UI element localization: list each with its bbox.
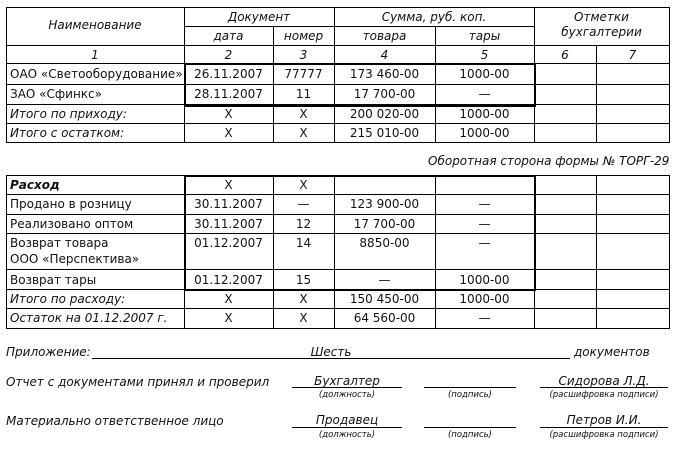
row-tare: 1000-00	[459, 126, 510, 140]
row-date: Х	[224, 311, 233, 325]
row-date: 26.11.2007	[194, 67, 263, 81]
row-number: Х	[299, 107, 308, 121]
colnum-1: 1	[91, 48, 99, 62]
row-number: 12	[295, 217, 312, 231]
row-date: 01.12.2007	[194, 273, 263, 287]
caption-signature: (подпись)	[447, 430, 493, 440]
caption-position: (должность)	[318, 390, 376, 400]
row-name: Остаток на 01.12.2007 г.	[10, 311, 168, 325]
row-date: 01.12.2007	[194, 236, 263, 250]
row-name: Итого с остатком:	[10, 126, 125, 140]
row-number: 11	[295, 87, 312, 101]
row-goods: 8850-00	[359, 236, 410, 250]
colnum-2: 2	[224, 48, 233, 62]
header-date: дата	[213, 29, 244, 43]
row-goods: 17 700-00	[353, 87, 416, 101]
row-tare: 1000-00	[459, 107, 510, 121]
row-number: Х	[299, 311, 308, 325]
reverse-side-caption: Оборотная сторона формы № ТОРГ-29	[428, 154, 670, 168]
header-name: Наименование	[48, 18, 142, 32]
colnum-7: 7	[628, 48, 637, 62]
mol-label: Материально ответственное лицо	[6, 414, 224, 428]
report-label: Отчет с документами принял и проверил	[6, 375, 270, 389]
header-goods: товара	[362, 29, 407, 43]
row-goods: 200 020-00	[349, 107, 420, 121]
header-number: номер	[283, 29, 324, 43]
row-date: 30.11.2007	[194, 217, 263, 231]
colnum-6: 6	[561, 48, 569, 62]
colnum-3: 3	[299, 48, 308, 62]
row-tare: —	[478, 236, 491, 250]
row-name: Итого по расходу:	[10, 292, 126, 306]
row-number: —	[297, 197, 310, 211]
row-number: Х	[299, 126, 308, 140]
row-goods: —	[378, 273, 391, 287]
row-goods: 150 450-00	[349, 292, 420, 306]
row-number: Х	[299, 178, 308, 192]
row-name: Итого по приходу:	[10, 107, 127, 121]
mol-name: Петров И.И.	[566, 413, 642, 427]
header-marks: Отметки бухгалтерии	[561, 10, 642, 39]
row-date: Х	[224, 292, 233, 306]
row-goods: 17 700-00	[353, 217, 416, 231]
appendix-label: Приложение:	[6, 345, 91, 359]
row-name: ОАО «Светооборудование»	[10, 67, 183, 81]
row-goods: 173 460-00	[349, 67, 420, 81]
caption-signature: (подпись)	[447, 390, 493, 400]
row-number: 15	[295, 273, 312, 287]
row-date: Х	[224, 178, 233, 192]
accountant-name: Сидорова Л.Д.	[558, 374, 650, 388]
row-name: Возврат товара	[10, 236, 109, 250]
row-tare: 1000-00	[459, 292, 510, 306]
header-sum: Сумма, руб. коп.	[381, 10, 487, 24]
colnum-4: 4	[380, 48, 389, 62]
row-goods: 64 560-00	[353, 311, 416, 325]
row-date: 28.11.2007	[194, 87, 263, 101]
mol-position: Продавец	[315, 413, 379, 427]
caption-decoding: (расшифровка подписи)	[549, 430, 659, 440]
caption-position: (должность)	[318, 430, 376, 440]
row-tare: —	[478, 87, 491, 101]
appendix-suffix: документов	[574, 345, 650, 359]
row-number: 77777	[284, 67, 323, 81]
row-tare: 1000-00	[459, 67, 510, 81]
row-name-2: ООО «Перспектива»	[10, 252, 140, 266]
row-goods: 123 900-00	[349, 197, 420, 211]
row-tare: —	[478, 217, 491, 231]
row-date: Х	[224, 107, 233, 121]
row-date: 30.11.2007	[194, 197, 263, 211]
row-name: Расход	[10, 178, 60, 192]
appendix-value: Шесть	[310, 345, 352, 359]
header-tare: тары	[468, 29, 501, 43]
row-number: Х	[299, 292, 308, 306]
row-name: ЗАО «Сфинкс»	[10, 87, 102, 101]
header-document: Документ	[227, 10, 291, 24]
row-name: Продано в розницу	[10, 197, 132, 211]
accountant-position: Бухгалтер	[314, 374, 380, 388]
row-goods: 215 010-00	[349, 126, 420, 140]
row-tare: 1000-00	[459, 273, 510, 287]
colnum-5: 5	[480, 48, 489, 62]
caption-decoding: (расшифровка подписи)	[549, 390, 659, 400]
row-tare: —	[478, 197, 491, 211]
row-name: Реализовано оптом	[10, 217, 134, 231]
row-date: Х	[224, 126, 233, 140]
row-number: 14	[295, 236, 312, 250]
row-name: Возврат тары	[10, 273, 97, 287]
row-tare: —	[478, 311, 491, 325]
